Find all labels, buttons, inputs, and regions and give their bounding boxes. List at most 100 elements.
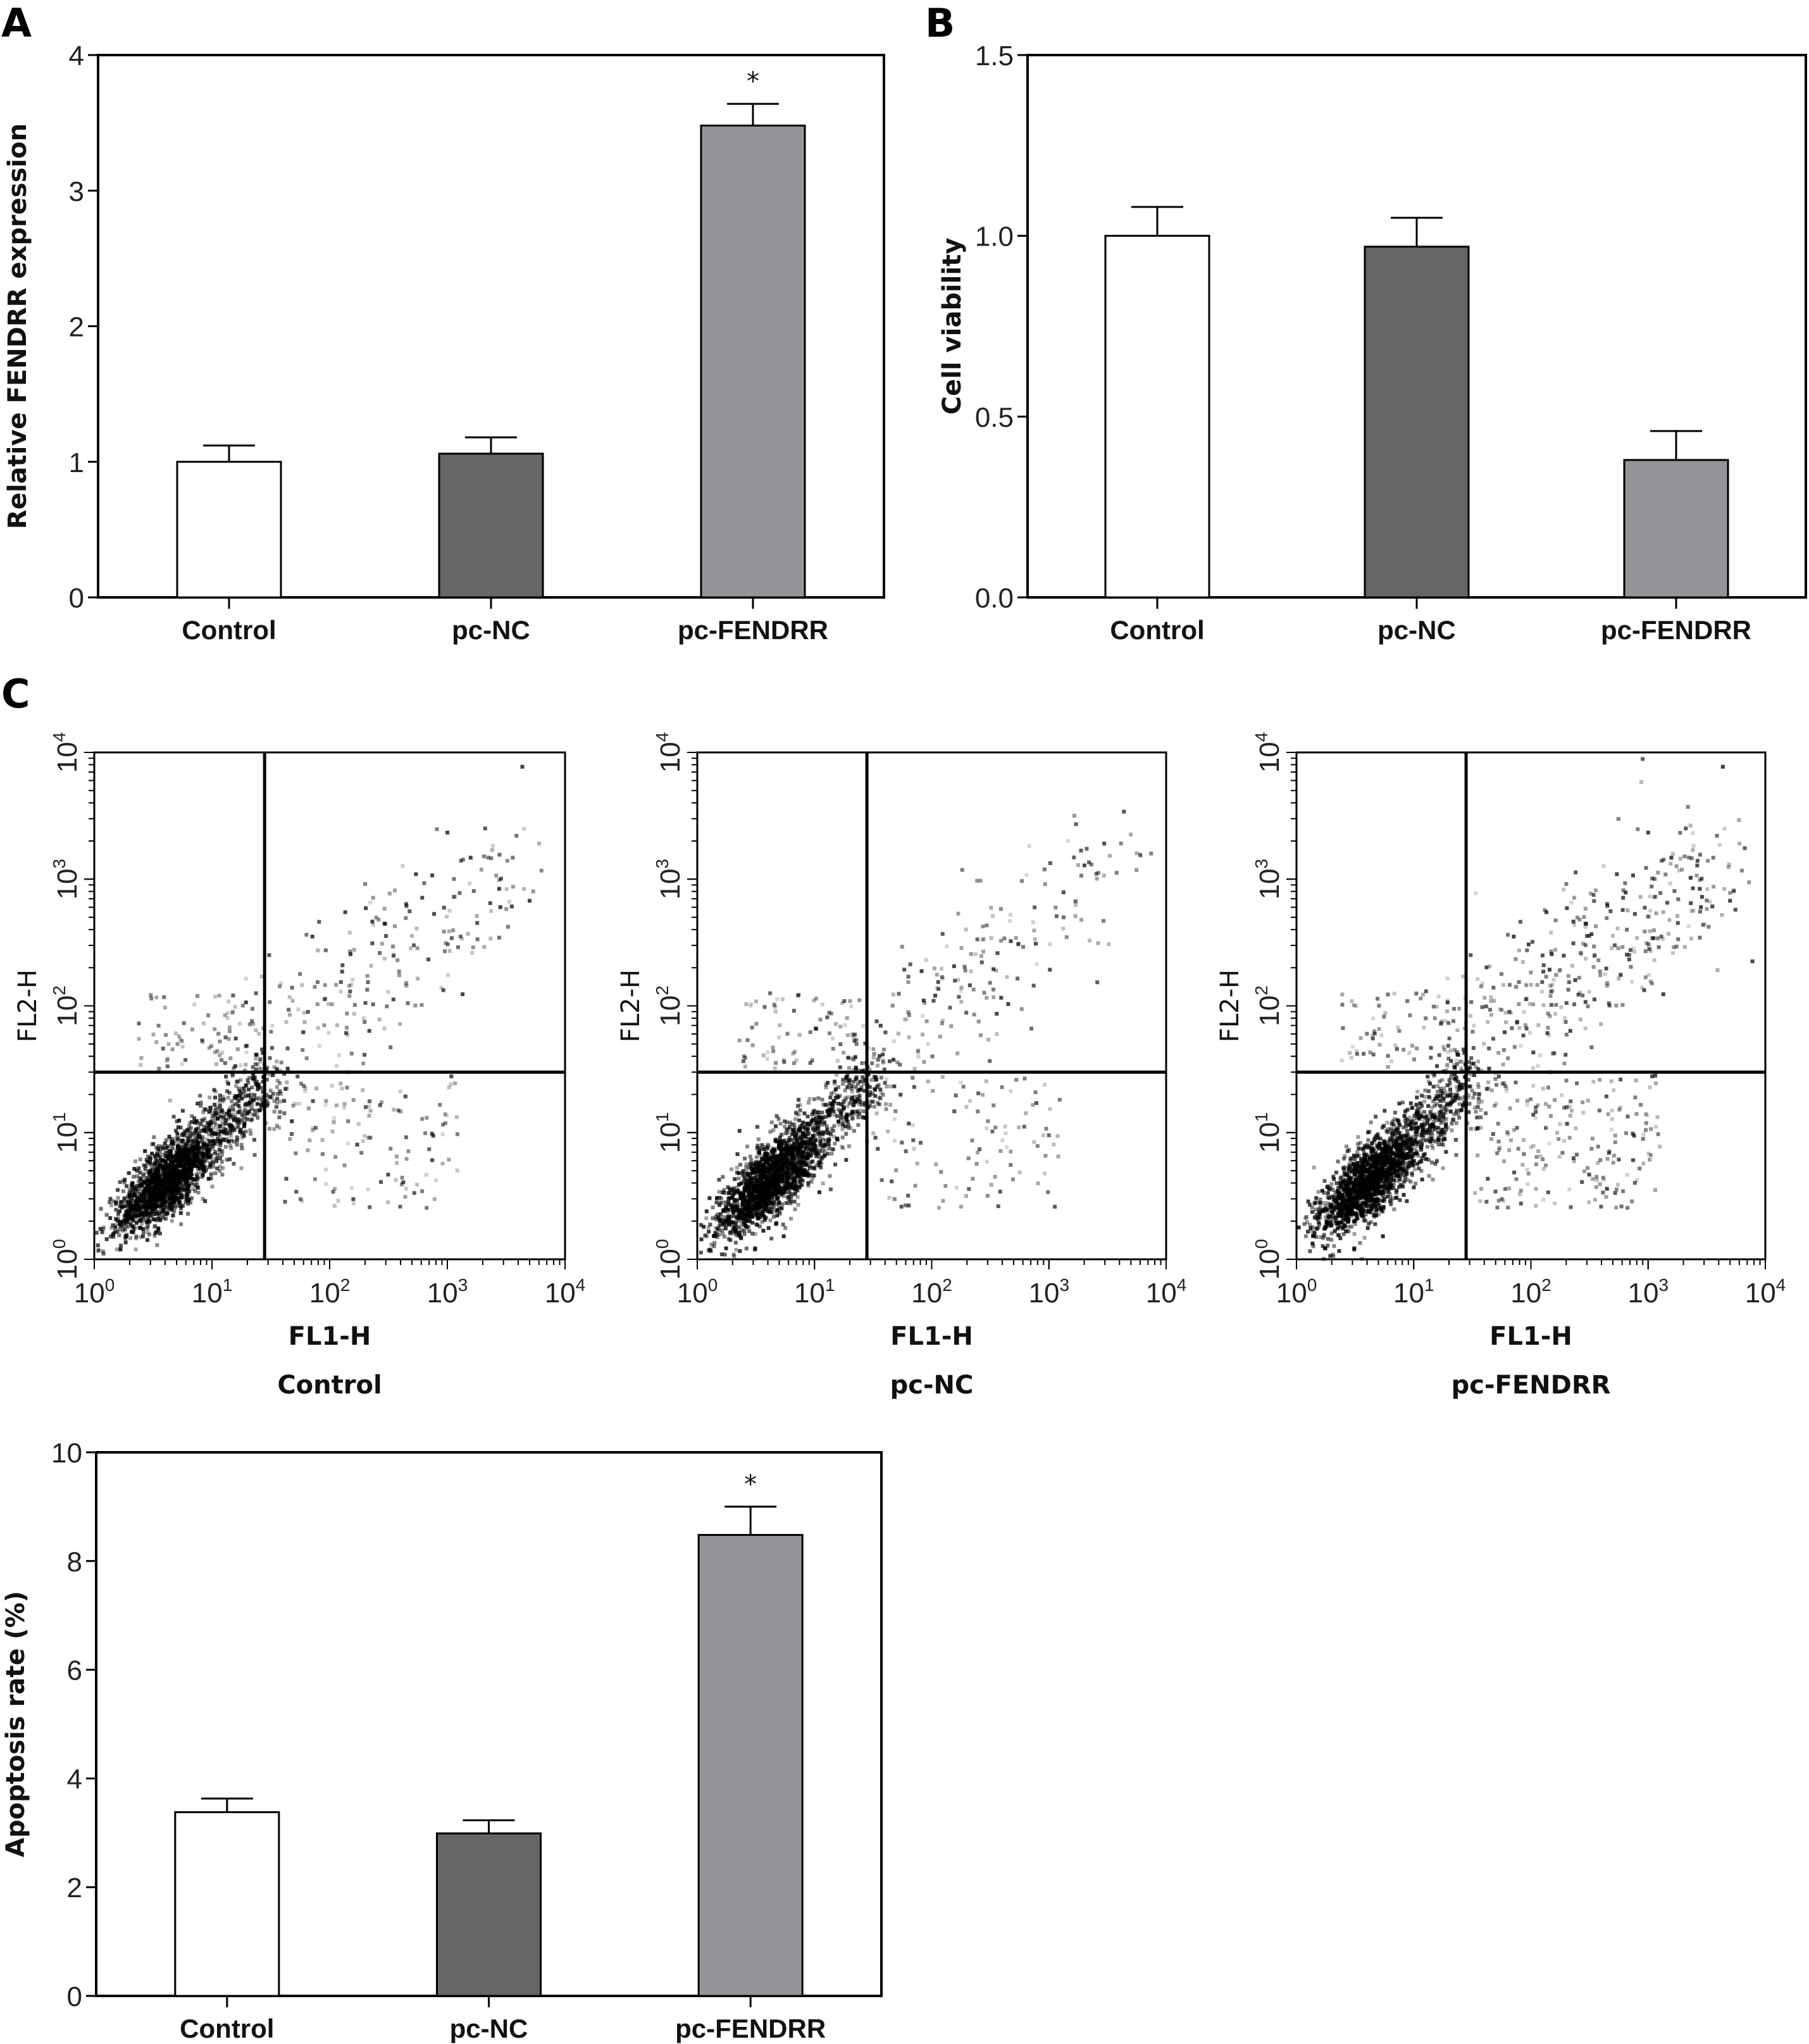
event-dot: [857, 1102, 861, 1106]
event-dot: [109, 1234, 113, 1238]
event-dot: [806, 1152, 811, 1157]
event-dot: [452, 877, 456, 881]
event-dot: [769, 1120, 774, 1125]
event-dot: [168, 1149, 172, 1153]
event-dot: [254, 1096, 259, 1100]
event-dot: [936, 987, 941, 991]
event-dot: [742, 1054, 747, 1059]
event-dot: [165, 1193, 170, 1198]
event-dot: [888, 1102, 893, 1107]
event-dot: [334, 983, 339, 987]
event-dot: [235, 1138, 239, 1143]
event-dot: [351, 978, 355, 982]
event-dot: [115, 1247, 119, 1252]
event-dot: [205, 1152, 209, 1157]
event-dot: [186, 1212, 190, 1216]
event-dot: [800, 1140, 805, 1144]
event-dot: [919, 1140, 923, 1145]
event-dot: [826, 1142, 831, 1147]
event-dot: [881, 1058, 885, 1063]
event-dot: [227, 999, 231, 1004]
event-dot: [773, 1175, 778, 1180]
event-dot: [162, 1187, 166, 1192]
event-dot: [207, 1150, 211, 1154]
event-dot: [175, 1138, 180, 1143]
event-dot: [200, 1138, 204, 1142]
event-dot: [222, 1126, 227, 1131]
event-dot: [867, 1085, 872, 1089]
event-dot: [876, 1147, 880, 1151]
event-dot: [892, 1197, 897, 1201]
event-dot: [348, 949, 352, 954]
event-dot: [754, 1173, 758, 1177]
event-dot: [776, 1181, 780, 1185]
event-dot: [992, 987, 996, 992]
event-dot: [985, 1159, 989, 1164]
event-dot: [768, 1185, 772, 1189]
event-dot: [366, 1104, 371, 1109]
event-dot: [750, 1214, 755, 1219]
event-dot: [176, 1161, 180, 1165]
event-dot: [812, 1131, 817, 1135]
event-dot: [757, 1199, 762, 1203]
event-dot: [392, 924, 397, 928]
event-dot: [833, 1081, 837, 1086]
event-dot: [207, 1045, 211, 1050]
event-dot: [157, 1066, 161, 1071]
event-dot: [766, 1175, 770, 1180]
event-dot: [768, 1171, 773, 1175]
event-dot: [404, 916, 408, 920]
event-dot: [773, 1157, 778, 1162]
event-dot: [163, 1151, 168, 1156]
event-dot: [252, 1093, 257, 1097]
event-dot: [831, 1099, 836, 1104]
event-dot: [812, 999, 816, 1003]
event-dot: [210, 1133, 214, 1138]
event-dot: [244, 1050, 249, 1054]
event-dot: [511, 885, 515, 889]
event-dot: [213, 1119, 217, 1124]
event-dot: [297, 1102, 301, 1106]
event-dot: [885, 1077, 889, 1081]
event-dot: [845, 1016, 849, 1020]
event-dot: [756, 1197, 761, 1201]
event-dot: [966, 1156, 971, 1161]
event-dot: [195, 1144, 199, 1149]
event-dot: [744, 1002, 749, 1006]
event-dot: [130, 1181, 135, 1186]
event-dot: [812, 1173, 816, 1178]
event-dot: [218, 1138, 222, 1143]
event-dot: [239, 1092, 243, 1097]
event-dot: [251, 1076, 255, 1080]
event-dot: [156, 1175, 160, 1180]
event-dot: [721, 1231, 725, 1236]
event-dot: [772, 1148, 776, 1152]
event-dot: [214, 1156, 218, 1161]
event-dot: [797, 1033, 802, 1037]
event-dot: [715, 1196, 719, 1200]
event-dot: [278, 1081, 282, 1085]
event-dot: [878, 1023, 883, 1028]
event-dot: [163, 1006, 168, 1010]
event-dot: [124, 1209, 128, 1214]
event-dot: [137, 1192, 142, 1196]
event-dot: [790, 1128, 795, 1132]
event-dot: [872, 1104, 876, 1109]
event-dot: [780, 1170, 785, 1175]
event-dot: [139, 1207, 143, 1211]
event-dot: [128, 1207, 133, 1211]
event-dot: [130, 1194, 135, 1199]
event-dot: [199, 1171, 204, 1175]
event-dot: [840, 1127, 845, 1131]
event-dot: [780, 1191, 784, 1195]
event-dot: [768, 1207, 772, 1211]
event-dot: [748, 1219, 752, 1223]
event-dot: [783, 1226, 788, 1230]
event-dot: [185, 1178, 190, 1182]
event-dot: [212, 1142, 216, 1146]
event-dot: [145, 1205, 149, 1209]
event-dot: [190, 1167, 194, 1171]
event-dot: [238, 1120, 242, 1125]
event-dot: [170, 1204, 175, 1208]
event-dot: [738, 1235, 743, 1240]
